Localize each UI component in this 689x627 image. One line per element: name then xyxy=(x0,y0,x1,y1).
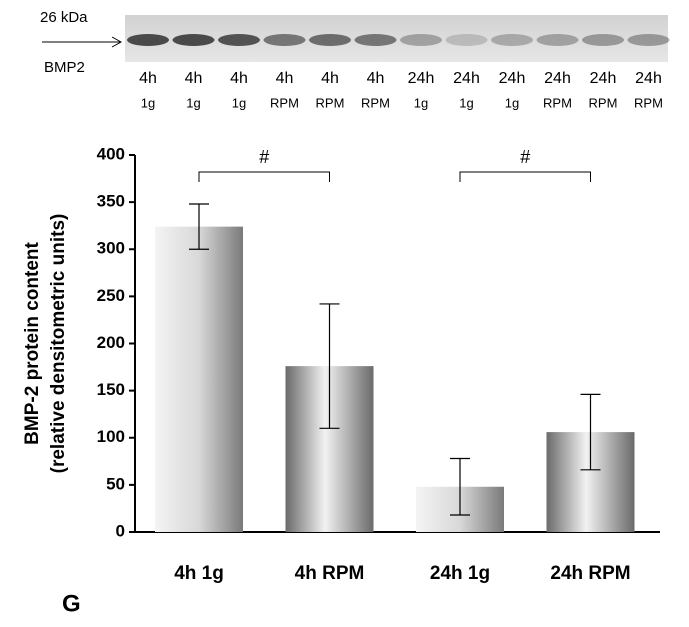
lane-time: 4h xyxy=(367,70,385,87)
marker-label: 26 kDa xyxy=(40,9,88,26)
blot-band xyxy=(582,34,624,46)
lane-condition: RPM xyxy=(316,95,345,110)
blot-band xyxy=(400,34,442,46)
lane-condition: RPM xyxy=(270,95,299,110)
y-tick-label: 400 xyxy=(97,144,125,163)
figure: 26 kDa BMP2 G 4h 1g 4h 1g 4h 1g 4h RPM 4h RPM 4h RP… xyxy=(0,0,689,622)
lane-condition: RPM xyxy=(634,95,663,110)
blot-band xyxy=(127,34,169,46)
lane-time: 4h xyxy=(185,70,203,87)
lane-time: 24h xyxy=(453,70,480,87)
lane-time: 24h xyxy=(590,70,617,87)
x-tick-label: 24h 1g xyxy=(430,563,490,584)
lane-condition: 1g xyxy=(414,95,428,110)
lane-time: 24h xyxy=(408,70,435,87)
blot-band xyxy=(218,34,260,46)
blot-band xyxy=(491,34,533,46)
y-tick-label: 300 xyxy=(97,239,125,258)
lane-condition: 1g xyxy=(505,95,519,110)
significance-mark: # xyxy=(259,147,269,167)
bar xyxy=(155,227,243,532)
lane-condition: 1g xyxy=(186,95,200,110)
lane-condition: RPM xyxy=(589,95,618,110)
y-tick-label: 100 xyxy=(97,427,125,446)
lane-condition: 1g xyxy=(232,95,246,110)
y-tick-label: 50 xyxy=(106,474,125,493)
significance-bracket xyxy=(199,172,330,182)
y-tick-label: 250 xyxy=(97,286,125,305)
blot-band xyxy=(264,34,306,46)
lane-time: 4h xyxy=(139,70,157,87)
y-tick-label: 350 xyxy=(97,192,125,211)
blot-band xyxy=(537,34,579,46)
y-tick-label: 200 xyxy=(97,333,125,352)
panel-label: G xyxy=(62,590,81,617)
blot-band xyxy=(446,34,488,46)
lane-condition: RPM xyxy=(543,95,572,110)
lane-condition: 1g xyxy=(141,95,155,110)
blot-band xyxy=(355,34,397,46)
blot-band xyxy=(628,34,670,46)
lane-time: 24h xyxy=(635,70,662,87)
lane-time: 4h xyxy=(230,70,248,87)
y-tick-label: 150 xyxy=(97,380,125,399)
significance-mark: # xyxy=(520,147,530,167)
lane-time: 4h xyxy=(321,70,339,87)
lane-time: 4h xyxy=(276,70,294,87)
y-axis-label: BMP-2 protein content xyxy=(22,241,43,444)
lane-time: 24h xyxy=(544,70,571,87)
y-tick-label: 0 xyxy=(116,521,125,540)
blot-band xyxy=(309,34,351,46)
x-tick-label: 4h RPM xyxy=(295,563,365,584)
lane-condition: RPM xyxy=(361,95,390,110)
lane-condition: 1g xyxy=(459,95,473,110)
x-tick-label: 24h RPM xyxy=(550,563,630,584)
protein-label: BMP2 xyxy=(44,59,85,76)
x-tick-label: 4h 1g xyxy=(174,563,224,584)
blot-band xyxy=(173,34,215,46)
lane-time: 24h xyxy=(499,70,526,87)
significance-bracket xyxy=(460,172,591,182)
y-axis-label: (relative densitometric units) xyxy=(48,214,69,474)
